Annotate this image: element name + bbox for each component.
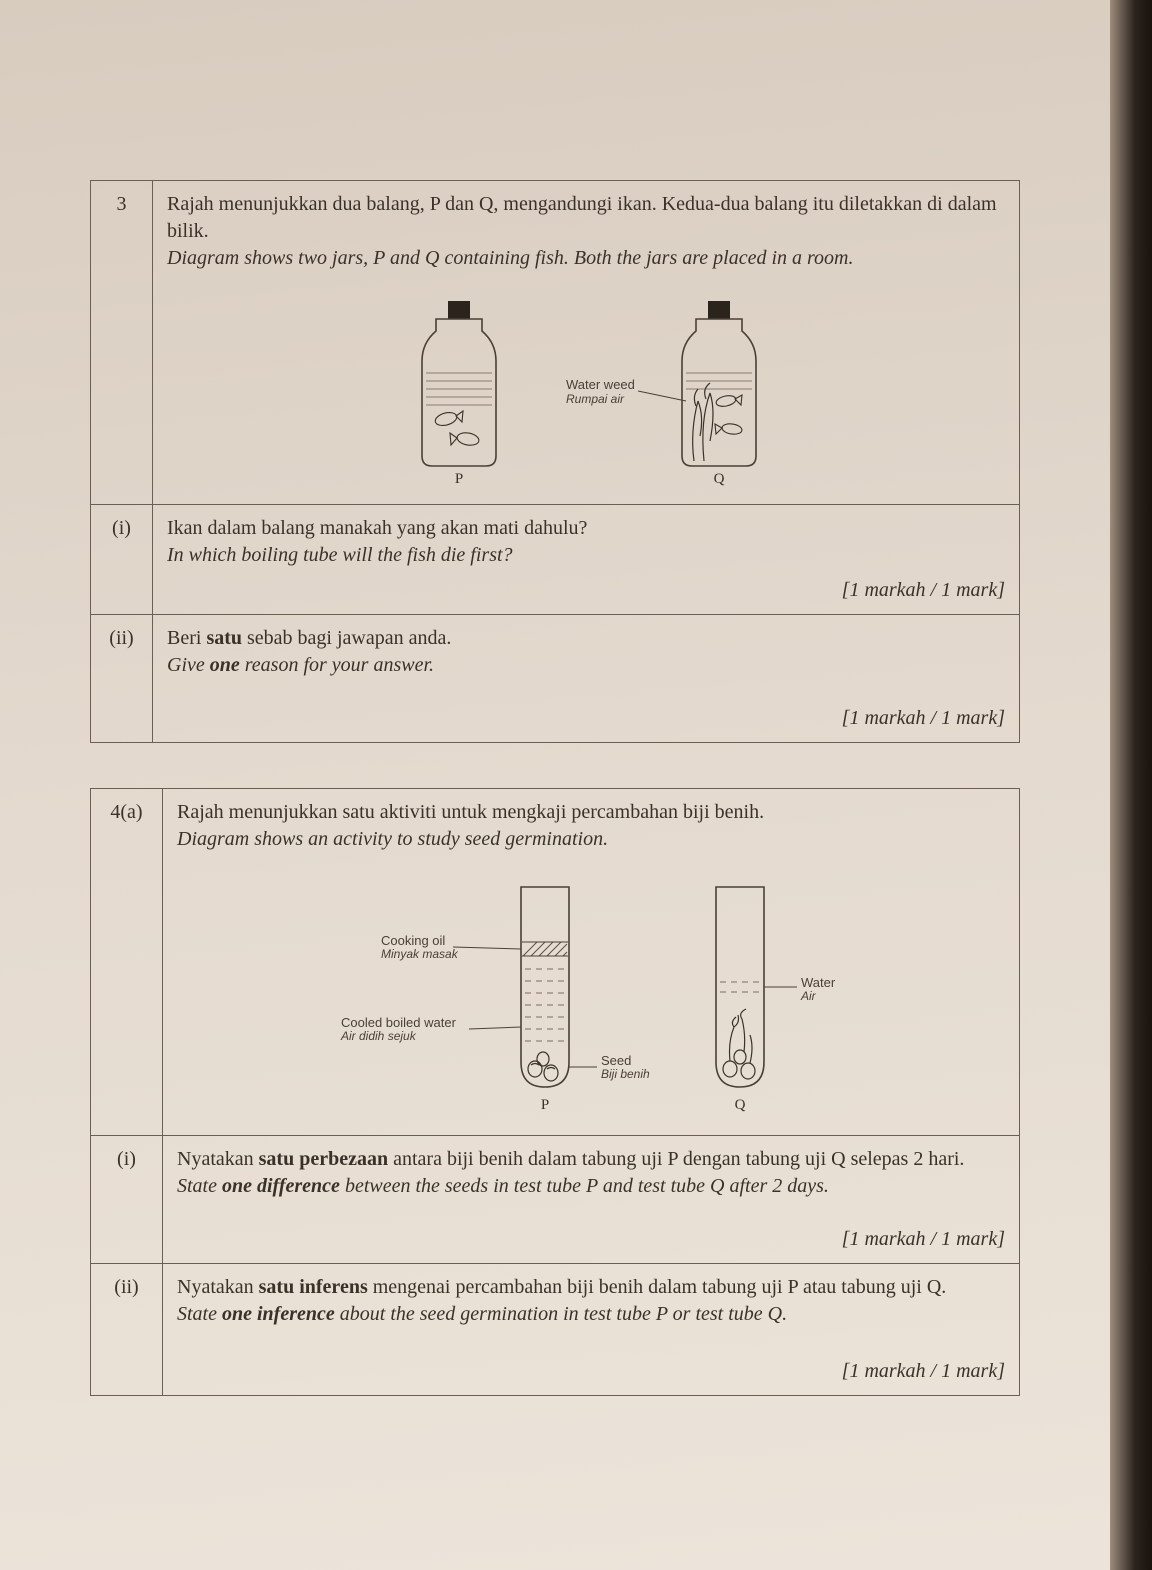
question-4a-table: 4(a) Rajah menunjukkan satu aktiviti unt… <box>90 788 1020 1396</box>
q3ii-en: Give one reason for your answer. <box>167 652 1005 679</box>
q3-diagram: P Water weed Rumpai air <box>167 272 1005 494</box>
q4ai-num: (i) <box>91 1136 163 1264</box>
q4aii-ms-pre: Nyatakan <box>177 1276 259 1298</box>
q4aii-en-pre: State <box>177 1303 222 1325</box>
q3-stem-en: Diagram shows two jars, P and Q containi… <box>167 245 1005 272</box>
q3i-en: In which boiling tube will the fish die … <box>167 542 1005 569</box>
table-row: (i) Ikan dalam balang manakah yang akan … <box>91 505 1020 615</box>
q3ii-num: (ii) <box>91 615 153 743</box>
q4ai-ms-pre: Nyatakan <box>177 1148 259 1170</box>
boiled-water-label-ms: Air didih sejuk <box>340 1029 417 1043</box>
q4ai-en-post: between the seeds in test tube P and tes… <box>340 1175 829 1197</box>
q4ai-ms-post: antara biji benih dalam tabung uji P den… <box>388 1148 964 1170</box>
q3ii-cell: Beri satu sebab bagi jawapan anda. Give … <box>153 615 1020 743</box>
boiled-water-label-en: Cooled boiled water <box>341 1015 457 1030</box>
q4ai-en-pre: State <box>177 1175 222 1197</box>
table-row: (ii) Nyatakan satu inferens mengenai per… <box>91 1264 1020 1396</box>
oil-label-ms: Minyak masak <box>381 947 459 961</box>
q3ii-ms-post: sebab bagi jawapan anda. <box>242 627 451 649</box>
q3i-ms: Ikan dalam balang manakah yang akan mati… <box>167 515 1005 542</box>
question-3-table: 3 Rajah menunjukkan dua balang, P dan Q,… <box>90 180 1020 743</box>
water-label-ms: Air <box>800 989 817 1003</box>
q3ii-en-post: reason for your answer. <box>240 654 434 676</box>
q4aii-en-bold: one inference <box>222 1303 335 1325</box>
q4a-stem-cell: Rajah menunjukkan satu aktiviti untuk me… <box>163 789 1020 1136</box>
page-edge-shadow <box>1110 0 1152 1570</box>
tube-p-label: P <box>541 1097 549 1113</box>
q4aii-cell: Nyatakan satu inferens mengenai percamba… <box>163 1264 1020 1396</box>
table-row: 3 Rajah menunjukkan dua balang, P dan Q,… <box>91 181 1020 505</box>
table-row: (i) Nyatakan satu perbezaan antara biji … <box>91 1136 1020 1264</box>
q4aii-ms-bold: satu inferens <box>259 1276 368 1298</box>
jar-q-label: Q <box>714 471 725 486</box>
q4aii-en: State one inference about the seed germi… <box>177 1301 1005 1328</box>
table-row: 4(a) Rajah menunjukkan satu aktiviti unt… <box>91 789 1020 1136</box>
q3ii-ms-bold: satu <box>206 627 242 649</box>
q3-stem-ms: Rajah menunjukkan dua balang, P dan Q, m… <box>167 191 1005 245</box>
q3ii-en-pre: Give <box>167 654 210 676</box>
q4aii-ms-post: mengenai percambahan biji benih dalam ta… <box>368 1276 947 1298</box>
q3-number: 3 <box>91 181 153 505</box>
water-label-en: Water <box>801 975 836 990</box>
seed-label-ms: Biji benih <box>601 1067 650 1081</box>
exam-page: 3 Rajah menunjukkan dua balang, P dan Q,… <box>0 0 1110 1570</box>
q4a-stem-ms: Rajah menunjukkan satu aktiviti untuk me… <box>177 799 1005 826</box>
q4ai-marks: [1 markah / 1 mark] <box>177 1226 1005 1253</box>
table-row: (ii) Beri satu sebab bagi jawapan anda. … <box>91 615 1020 743</box>
q4ai-ms: Nyatakan satu perbezaan antara biji beni… <box>177 1146 1005 1173</box>
q4aii-marks: [1 markah / 1 mark] <box>177 1358 1005 1385</box>
q3ii-marks: [1 markah / 1 mark] <box>167 705 1005 732</box>
q4aii-num: (ii) <box>91 1264 163 1396</box>
q3-stem-cell: Rajah menunjukkan dua balang, P dan Q, m… <box>153 181 1020 505</box>
q4ai-cell: Nyatakan satu perbezaan antara biji beni… <box>163 1136 1020 1264</box>
q3ii-ms: Beri satu sebab bagi jawapan anda. <box>167 625 1005 652</box>
oil-label-en: Cooking oil <box>381 933 445 948</box>
jars-diagram-svg: P Water weed Rumpai air <box>326 286 846 486</box>
waterweed-label-ms: Rumpai air <box>566 392 625 406</box>
seed-label-en: Seed <box>601 1053 631 1068</box>
q4a-stem-en: Diagram shows an activity to study seed … <box>177 826 1005 853</box>
q4ai-en: State one difference between the seeds i… <box>177 1173 1005 1200</box>
q4a-diagram: P Cooking oil Minyak masak Cooled boiled… <box>177 853 1005 1125</box>
q3i-num: (i) <box>91 505 153 615</box>
jar-p-label: P <box>455 471 463 486</box>
q3i-marks: [1 markah / 1 mark] <box>167 577 1005 604</box>
waterweed-label-en: Water weed <box>566 377 635 392</box>
q3ii-en-bold: one <box>210 654 240 676</box>
q4ai-ms-bold: satu perbezaan <box>259 1148 388 1170</box>
tube-q-label: Q <box>735 1097 746 1113</box>
q3ii-ms-pre: Beri <box>167 627 206 649</box>
q4aii-en-post: about the seed germination in test tube … <box>335 1303 787 1325</box>
q4aii-ms: Nyatakan satu inferens mengenai percamba… <box>177 1274 1005 1301</box>
q3i-cell: Ikan dalam balang manakah yang akan mati… <box>153 505 1020 615</box>
q4ai-en-bold: one difference <box>222 1175 340 1197</box>
tubes-diagram-svg: P Cooking oil Minyak masak Cooled boiled… <box>271 867 911 1117</box>
q4a-number: 4(a) <box>91 789 163 1136</box>
